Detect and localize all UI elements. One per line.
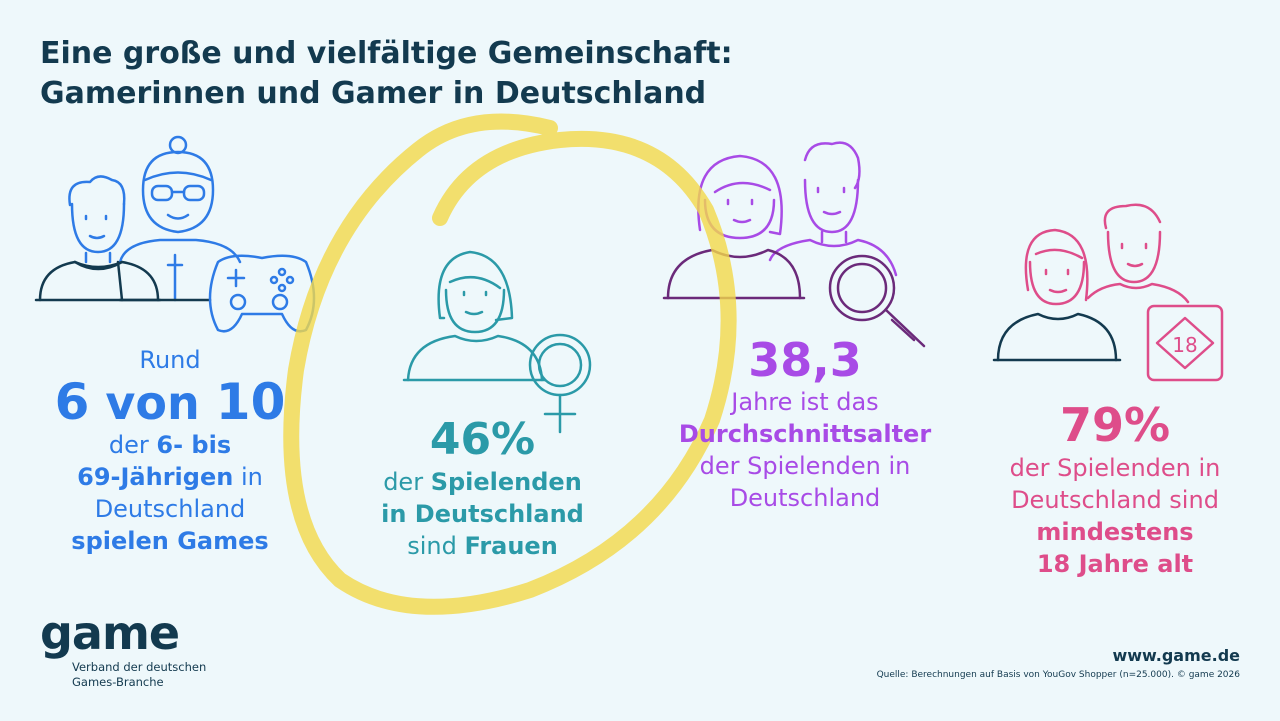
- game-logo: game Verband der deutschen Games-Branche: [40, 610, 206, 690]
- stat-gamers-share: Rund 6 von 10 der 6- bis 69-Jährigen in …: [35, 344, 305, 557]
- stat1-line-3: der 6- bis: [35, 429, 305, 461]
- stat3-durchschnittsalter: Durchschnittsalter: [678, 420, 932, 448]
- age-18-badge: 18: [1172, 333, 1197, 357]
- stat-women-share: 46% der Spielenden in Deutschland sind F…: [355, 414, 610, 562]
- stat1-in: in: [233, 463, 263, 491]
- stat1-der: der: [108, 431, 157, 459]
- website-link: www.game.de: [1112, 646, 1240, 665]
- stat2-line-4: sind Frauen: [355, 530, 610, 562]
- stat1-six: 6: [54, 373, 90, 431]
- logo-subtitle-line-2: Games-Branche: [72, 675, 164, 689]
- stat1-spielen-games: spielen Games: [71, 527, 269, 555]
- stat2-der: der: [383, 468, 431, 496]
- logo-subtitle: Verband der deutschen Games-Branche: [72, 660, 206, 690]
- stat1-ten: 10: [215, 373, 286, 431]
- stat2-sind: sind: [407, 532, 465, 560]
- stat-adults-share: 79% der Spielenden in Deutschland sind m…: [985, 398, 1245, 580]
- highlight-circle: [283, 113, 737, 615]
- stat2-line-2: der Spielenden: [355, 466, 610, 498]
- stat4-headline: 79%: [1059, 398, 1171, 452]
- stat3-line-2: Jahre ist das: [731, 388, 879, 416]
- title-line-2: Gamerinnen und Gamer in Deutschland: [40, 76, 707, 111]
- couple-age-18-icon: [992, 203, 1224, 382]
- stat2-line-3: in Deutschland: [355, 498, 610, 530]
- stat3-line-5: Deutschland: [729, 484, 881, 512]
- stat2-headline: 46%: [429, 414, 536, 465]
- page-title: Eine große und vielfältige Gemeinschaft:…: [40, 34, 733, 114]
- couple-magnifier-icon: [662, 141, 926, 348]
- stat1-age-from: 6- bis: [156, 431, 232, 459]
- stat-average-age: 38,3 Jahre ist das Durchschnittsalter de…: [655, 334, 955, 514]
- stat4-18-jahre-alt: 18 Jahre alt: [1036, 550, 1194, 578]
- source-note: Quelle: Berechnungen auf Basis von YouGo…: [876, 670, 1240, 680]
- woman-female-symbol-icon: [402, 250, 592, 434]
- stat1-line-6: spielen Games: [35, 525, 305, 557]
- logo-wordmark: game: [40, 606, 180, 660]
- title-line-1: Eine große und vielfältige Gemeinschaft:: [40, 36, 733, 71]
- stat4-line-3: Deutschland sind: [1011, 486, 1219, 514]
- stat1-line-5: Deutschland: [94, 495, 246, 523]
- stat4-line-2: der Spielenden in: [1009, 454, 1221, 482]
- stat2-frauen: Frauen: [464, 532, 558, 560]
- stat3-headline: 38,3: [748, 333, 862, 387]
- stat1-line-4: 69-Jährigen in: [35, 461, 305, 493]
- stat3-line-4: der Spielenden in: [699, 452, 911, 480]
- stat1-von: von: [89, 376, 216, 430]
- stat2-spielenden: Spielenden: [430, 468, 582, 496]
- stat1-age-to: 69-Jährigen: [77, 463, 234, 491]
- logo-subtitle-line-1: Verband der deutschen: [72, 660, 207, 674]
- stat1-line-1: Rund: [139, 346, 201, 374]
- stat4-line-4: mindestens: [985, 516, 1245, 548]
- stat2-in-deutschland: in Deutschland: [381, 500, 584, 528]
- stat4-mindestens: mindestens: [1036, 518, 1194, 546]
- people-controller-icon: [34, 135, 316, 333]
- stat4-line-5: 18 Jahre alt: [985, 548, 1245, 580]
- stat1-headline: 6 von 10: [35, 376, 305, 429]
- stat3-line-3: Durchschnittsalter: [655, 418, 955, 450]
